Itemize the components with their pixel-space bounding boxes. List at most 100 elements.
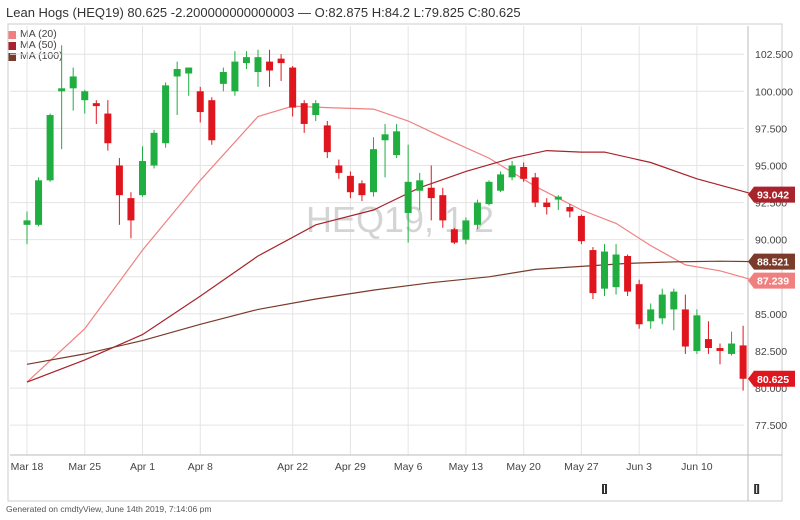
candle-body: [543, 202, 551, 208]
candle: [323, 120, 331, 159]
legend: MA (20) MA (50) MA (100): [8, 29, 63, 62]
candle-body: [208, 100, 216, 141]
candle: [266, 49, 274, 87]
x-tick-label: May 20: [506, 461, 541, 473]
candle: [404, 144, 412, 243]
candle: [473, 199, 481, 230]
candle: [254, 49, 262, 87]
candle: [508, 161, 516, 181]
candle-body: [242, 57, 250, 64]
candle-body: [497, 174, 505, 191]
candle-body: [69, 76, 77, 89]
candle: [739, 325, 747, 391]
candle: [289, 66, 297, 117]
candle: [208, 97, 216, 145]
last-value-text: 93.042: [757, 190, 789, 202]
candle-body: [681, 309, 689, 347]
candle: [231, 51, 239, 96]
last-value-labels: 93.042 88.521 87.239 80.625: [748, 186, 795, 387]
y-tick-label: 97.500: [755, 123, 787, 135]
candle-body: [589, 250, 597, 294]
candle: [554, 195, 562, 210]
candle: [728, 331, 736, 356]
candle: [104, 100, 112, 151]
candle: [439, 187, 447, 228]
candle: [427, 165, 435, 221]
last-value-text: 88.521: [757, 257, 789, 269]
candle: [566, 204, 574, 218]
candle: [115, 158, 123, 225]
candle: [601, 244, 608, 297]
candle: [69, 67, 77, 111]
candle: [185, 67, 193, 96]
x-tick-label: Apr 22: [277, 461, 308, 473]
legend-item: MA (50): [8, 40, 63, 51]
candle: [450, 227, 458, 245]
x-tick-label: May 6: [394, 461, 423, 473]
candle-body: [300, 103, 308, 124]
candle: [219, 67, 227, 92]
candle-body: [566, 207, 574, 212]
candle-body: [150, 132, 158, 166]
last-value-tag: [748, 186, 795, 203]
candle: [127, 192, 135, 239]
x-tick-label: Jun 3: [626, 461, 652, 473]
last-value-tag: [748, 253, 795, 270]
legend-item: MA (20): [8, 29, 63, 40]
candle-body: [231, 61, 239, 92]
candle: [658, 288, 666, 325]
x-tick-label: Mar 18: [11, 461, 44, 473]
candle-body: [162, 85, 170, 144]
y-tick-label: 90.000: [755, 235, 787, 247]
x-tick-label: Apr 29: [335, 461, 366, 473]
candle-body: [346, 175, 354, 193]
candle-body: [35, 180, 43, 225]
candle: [139, 146, 146, 197]
x-tick-label: May 13: [449, 461, 484, 473]
ma-line-50: [26, 149, 755, 383]
candle: [393, 123, 401, 159]
candle-body: [612, 254, 620, 288]
y-axis-labels: 77.50080.00082.50085.00087.50090.00092.5…: [755, 49, 793, 432]
candle: [681, 294, 689, 354]
last-value-tag: [748, 272, 795, 289]
last-value-label: 93.042: [748, 186, 795, 203]
candle: [242, 51, 250, 70]
candle-body: [647, 309, 655, 322]
candle-body: [404, 181, 412, 213]
grid: [10, 26, 782, 501]
candle: [520, 162, 528, 182]
candle: [647, 303, 655, 329]
y-tick-label: 95.000: [755, 160, 787, 172]
candle-body: [185, 67, 193, 74]
candle-body: [289, 67, 297, 108]
last-value-label: 80.625: [748, 370, 795, 387]
candle: [81, 89, 89, 114]
candle-body: [58, 88, 66, 92]
x-axis-labels: Mar 18 Mar 25 Apr 1 Apr 8 Apr 22 Apr 29 May 6 M…: [11, 461, 713, 473]
candle: [35, 177, 43, 227]
legend-label: MA (20): [20, 28, 57, 40]
last-value-text: 80.625: [757, 374, 789, 386]
candle: [312, 100, 320, 121]
candle-body: [658, 294, 666, 319]
x-tick-label: Jun 10: [681, 461, 713, 473]
candle-body: [635, 284, 643, 325]
last-value-text: 87.239: [757, 276, 789, 288]
candle-body: [716, 348, 724, 351]
legend-item: MA (100): [8, 51, 63, 62]
candle-body: [92, 103, 100, 107]
candle: [624, 254, 632, 297]
y-tick-label: 102.500: [755, 49, 793, 61]
candle-body: [739, 345, 747, 379]
candle-body: [439, 195, 447, 221]
ma-line-100: [26, 260, 755, 365]
candle: [150, 129, 158, 169]
last-value-label: 87.239: [748, 272, 795, 289]
last-value-label: 88.521: [748, 253, 795, 270]
footer-generated-note: Generated on cmdtyView, June 14th 2019, …: [6, 504, 212, 514]
candle: [335, 159, 343, 179]
candle-body: [81, 91, 89, 101]
candle-body: [335, 165, 343, 173]
candle-body: [670, 291, 678, 310]
